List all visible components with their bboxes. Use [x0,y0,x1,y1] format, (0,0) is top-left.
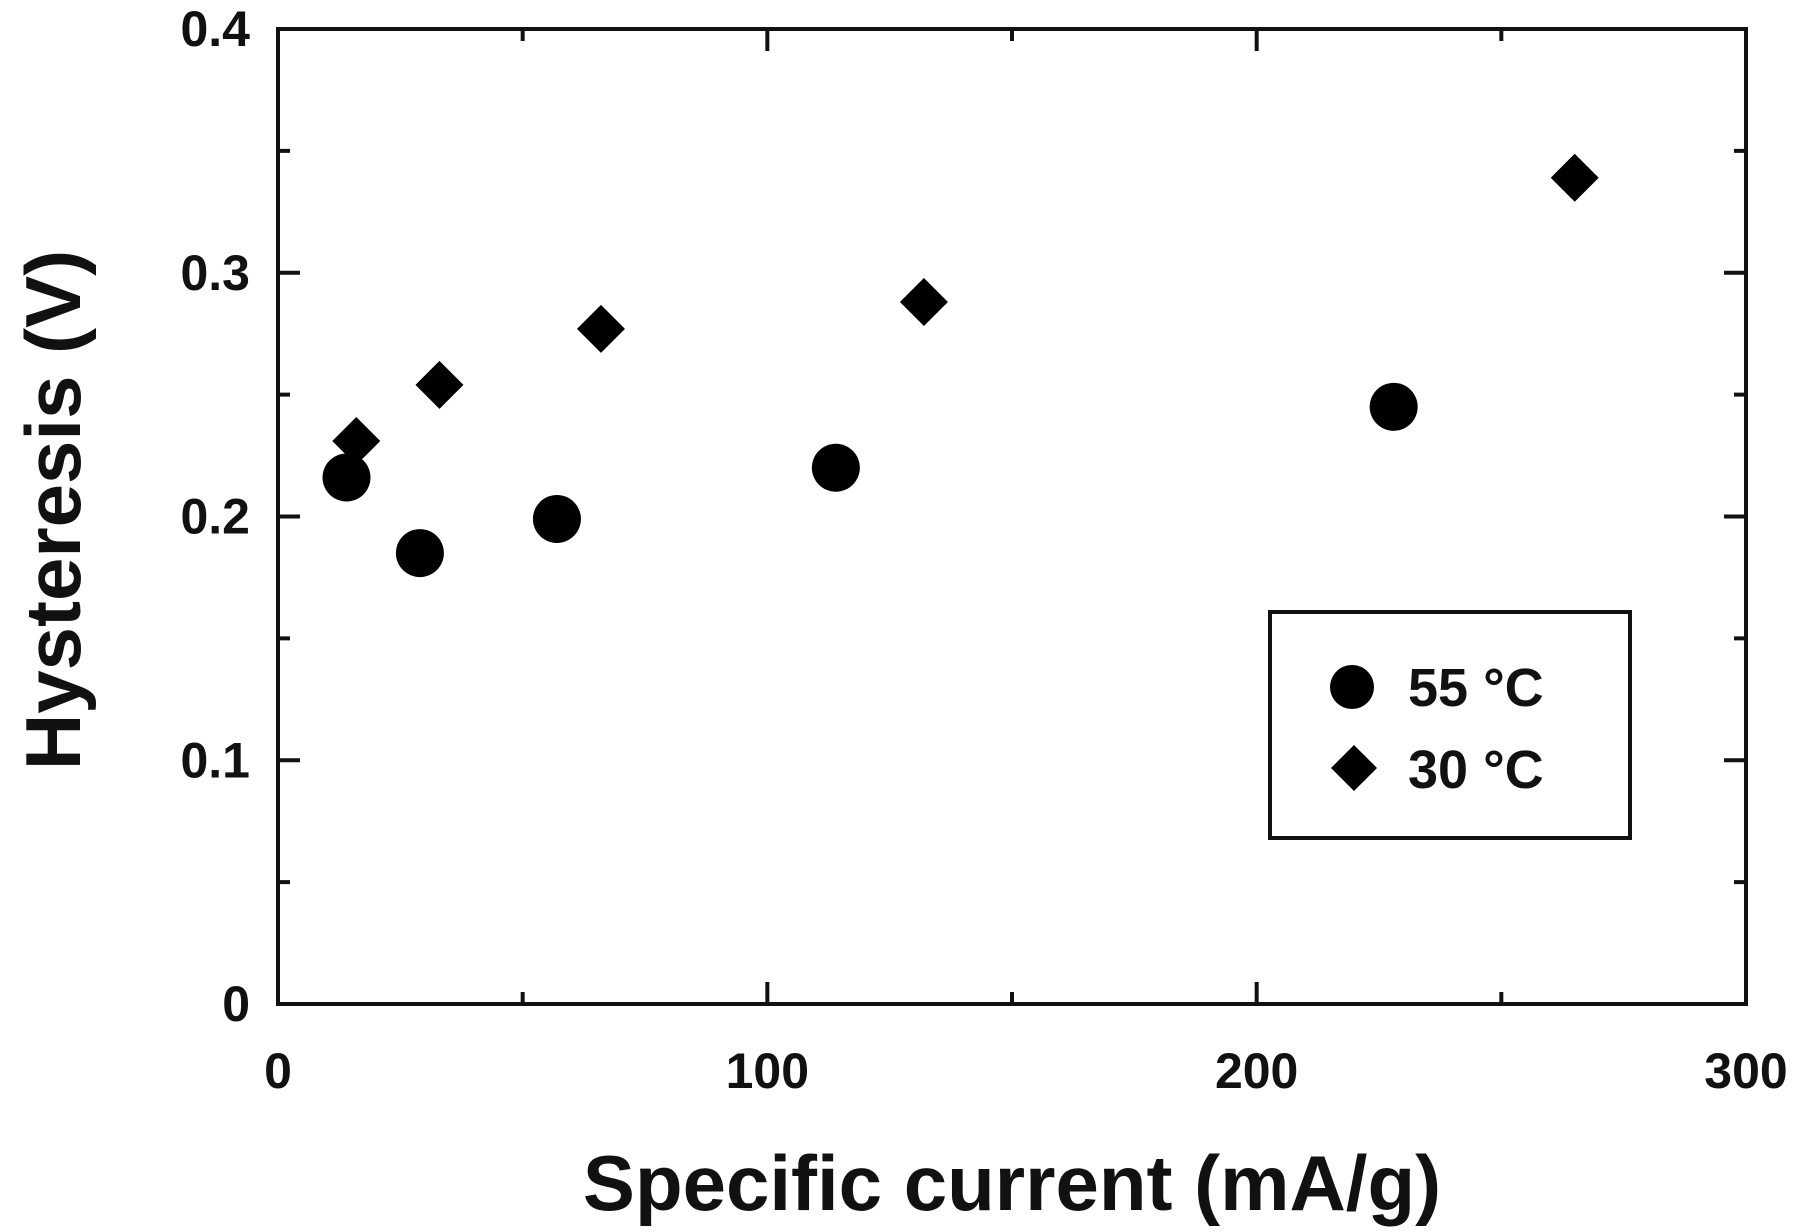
axis-ticks [276,27,1748,1006]
diamond-marker [332,416,381,465]
x-tick-labels: 0 100 200 300 [264,1043,1788,1099]
circle-marker [1369,382,1418,431]
x-axis-title: Specific current (mA/g) [583,1139,1441,1227]
x-tick-label: 200 [1215,1043,1298,1099]
x-tick-label: 100 [726,1043,809,1099]
data-points [322,153,1599,578]
legend-label-55c: 55 °C [1408,658,1544,718]
x-tick-label: 300 [1704,1043,1787,1099]
series-diamond [332,153,1599,465]
legend: 55 °C 30 °C [1268,610,1632,840]
x-tick-label: 0 [264,1043,292,1099]
legend-circle-icon [1330,665,1374,709]
circle-marker [811,443,860,492]
circle-marker [395,529,444,578]
y-tick-label: 0 [222,976,250,1032]
legend-box [1268,610,1632,840]
y-tick-label: 0.2 [180,489,250,545]
y-tick-label: 0.3 [180,245,250,301]
y-axis-title: Hysteresis (V) [9,250,97,770]
legend-diamond-icon [1331,745,1377,791]
circle-marker [322,453,371,502]
circle-marker [532,494,581,543]
series-circle [322,382,1418,578]
diamond-marker [415,360,464,409]
diamond-marker [1550,153,1599,202]
diamond-marker [576,304,625,353]
diamond-marker [899,278,948,326]
y-tick-label: 0.1 [180,732,250,788]
legend-items [1330,665,1377,791]
legend-label-30c: 30 °C [1408,740,1544,800]
y-tick-label: 0.4 [180,1,250,57]
y-tick-labels: 0 0.1 0.2 0.3 0.4 [180,1,250,1032]
